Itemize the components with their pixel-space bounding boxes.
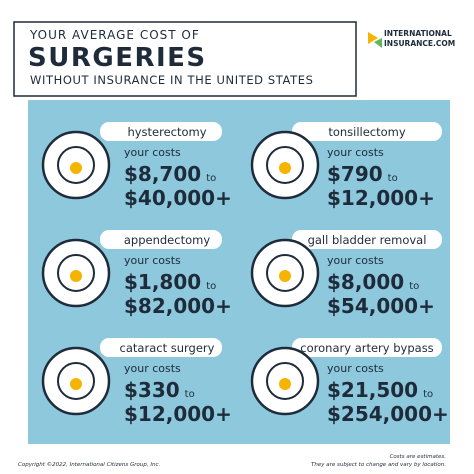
to-label: to — [409, 281, 419, 292]
costs-label: your costs — [124, 146, 181, 159]
to-label: to — [388, 173, 398, 184]
header-line: WITHOUT INSURANCE IN THE UNITED STATES — [30, 73, 314, 87]
logo-mark — [368, 32, 378, 44]
name-box — [292, 122, 442, 141]
low-cost: $1,800 — [124, 270, 201, 294]
procedure-name: coronary artery bypass — [300, 341, 433, 355]
procedure-name: hysterectomy — [127, 125, 206, 139]
header-line: YOUR AVERAGE COST OF — [29, 28, 200, 42]
icon-accent — [70, 270, 82, 282]
procedure-name: gall bladder removal — [308, 233, 427, 247]
costs-label: your costs — [124, 254, 181, 267]
low-cost: $8,700 — [124, 162, 201, 186]
icon-ring — [266, 146, 304, 184]
costs-label: your costs — [327, 254, 384, 267]
header-box — [13, 21, 357, 97]
icon-ring — [57, 254, 95, 292]
note: They are subject to change and vary by l… — [311, 462, 446, 468]
to-label: to — [206, 173, 216, 184]
low-cost: $21,500 — [327, 378, 418, 402]
icon-ring — [57, 362, 95, 400]
to-label: to — [423, 389, 433, 400]
high-cost: $40,000+ — [124, 186, 232, 210]
low-cost: $330 — [124, 378, 180, 402]
icon-ring — [266, 254, 304, 292]
name-box — [100, 122, 222, 141]
costs-label: your costs — [327, 146, 384, 159]
to-label: to — [206, 281, 216, 292]
costs-label: your costs — [124, 362, 181, 375]
note: Costs are estimates. — [390, 454, 447, 460]
high-cost: $12,000+ — [124, 402, 232, 426]
icon-ring — [57, 146, 95, 184]
procedure-name: appendectomy — [124, 233, 210, 247]
costs-label: your costs — [327, 362, 384, 375]
icon-accent — [279, 270, 291, 282]
procedure-name: tonsillectomy — [328, 125, 406, 139]
name-box — [292, 338, 442, 357]
copyright: Copyright ©2022, International Citizens … — [18, 461, 160, 468]
high-cost: $254,000+ — [327, 402, 449, 426]
high-cost: $82,000+ — [124, 294, 232, 318]
to-label: to — [185, 389, 195, 400]
icon-accent — [70, 162, 82, 174]
icon-ring — [266, 362, 304, 400]
icon-accent — [279, 162, 291, 174]
name-box — [100, 230, 222, 249]
name-box — [292, 230, 442, 249]
header-title: SURGERIES — [28, 43, 207, 73]
logo-text: INSURANCE.COM — [384, 39, 455, 48]
low-cost: $790 — [327, 162, 383, 186]
name-box — [100, 338, 222, 357]
procedure-name: cataract surgery — [120, 341, 215, 355]
high-cost: $12,000+ — [327, 186, 435, 210]
logo-text: INTERNATIONAL — [384, 29, 452, 38]
icon-accent — [279, 378, 291, 390]
low-cost: $8,000 — [327, 270, 404, 294]
high-cost: $54,000+ — [327, 294, 435, 318]
icon-accent — [70, 378, 82, 390]
logo-mark — [374, 38, 382, 48]
